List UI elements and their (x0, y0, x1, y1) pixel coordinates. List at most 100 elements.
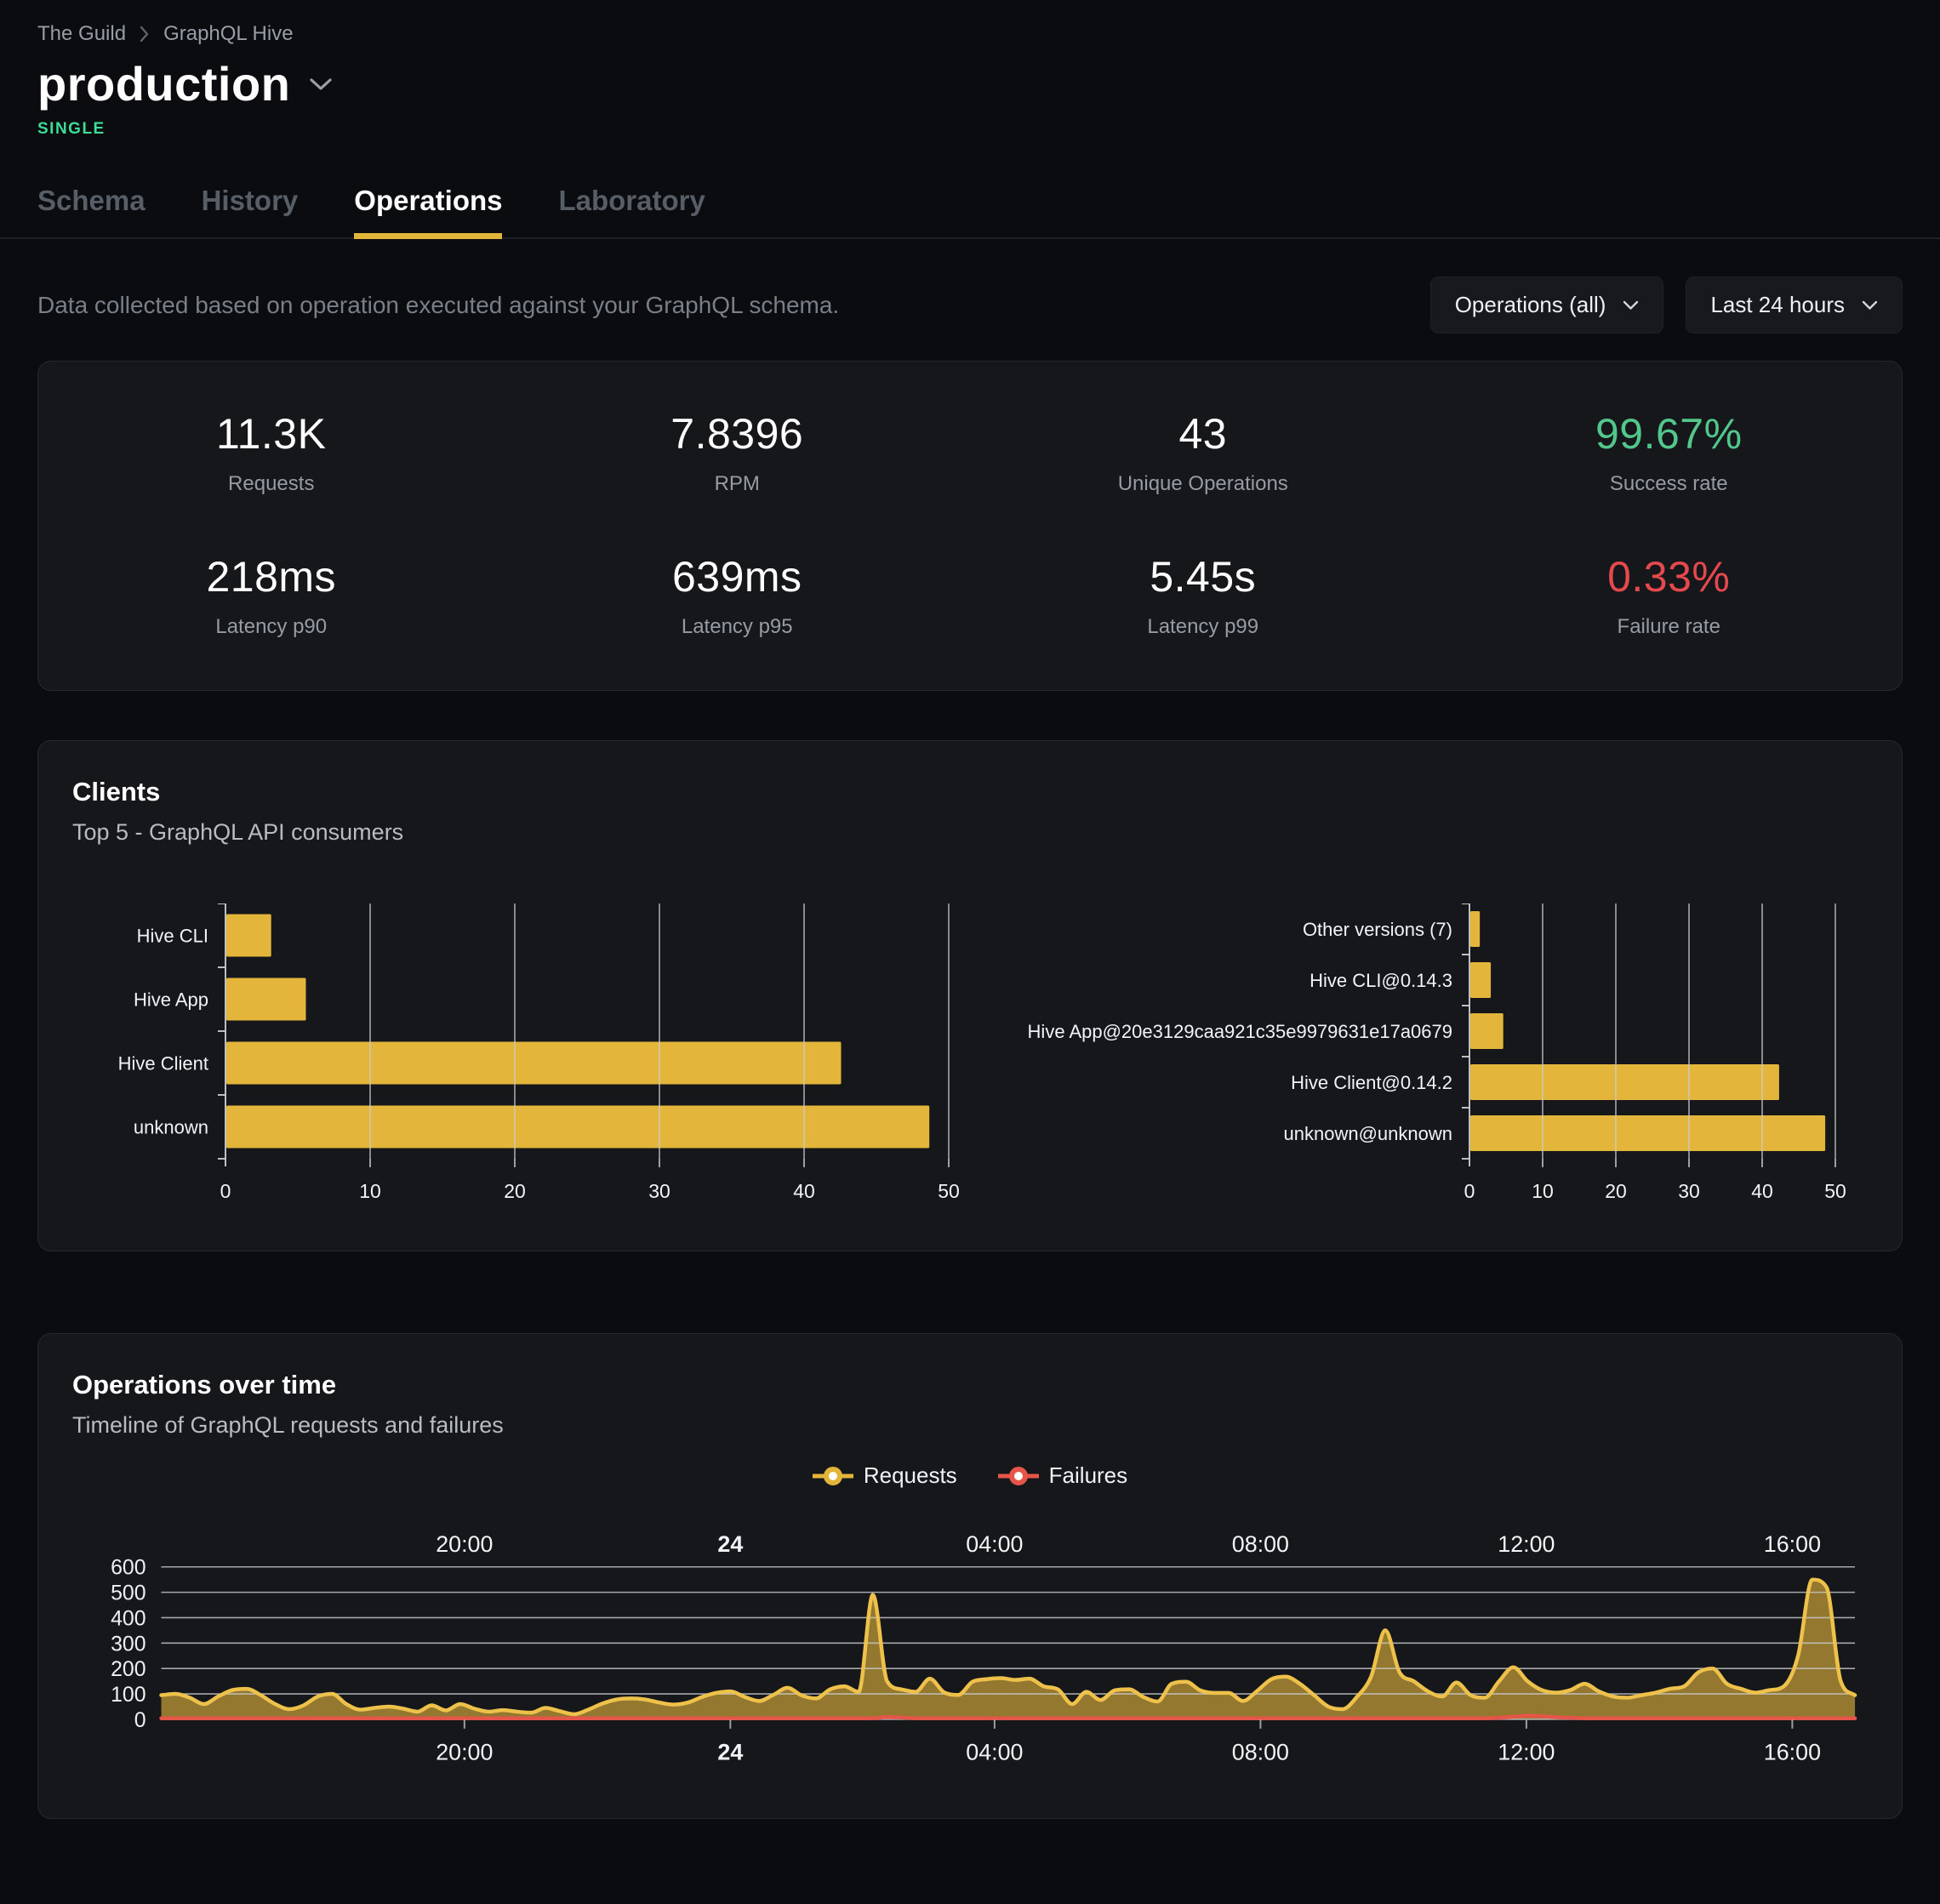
chevron-right-icon (140, 26, 150, 43)
x-tick-label: 30 (648, 1180, 670, 1202)
stat-value: 43 (1178, 410, 1228, 458)
timeline-legend: Requests Failures (72, 1462, 1868, 1489)
x-tick-label: 20 (504, 1180, 526, 1202)
y-tick-label: 0 (134, 1708, 146, 1732)
page-description: Data collected based on operation execut… (37, 291, 840, 318)
clients-by-name-chart[interactable]: 0 10 20 30 40 50 Hive CLI Hive App Hive Client un… (72, 904, 983, 1208)
stat-value: 11.3K (216, 410, 327, 458)
x-tick-label-bottom: 20:00 (436, 1740, 493, 1765)
failures-marker-icon (997, 1466, 1039, 1486)
stat-unique-operations: 43 Unique Operations (970, 409, 1436, 496)
tab-operations[interactable]: Operations (354, 185, 503, 239)
stat-value: 639ms (671, 553, 802, 601)
page-title: production (37, 57, 291, 111)
bar[interactable] (226, 978, 306, 1021)
y-tick-label: 400 (111, 1606, 146, 1630)
stat-value: 218ms (206, 553, 337, 601)
stat-requests: 11.3K Requests (38, 409, 505, 496)
category-label: Hive CLI (137, 926, 208, 947)
clients-by-version-chart[interactable]: 0 10 20 30 40 50 Other versions (7) Hive CLI@0.… (983, 904, 1868, 1208)
bar[interactable] (1470, 1064, 1779, 1100)
x-tick-label-bottom: 08:00 (1232, 1740, 1289, 1765)
breadcrumb: The Guild GraphQL Hive (37, 0, 1903, 46)
stat-failure-rate: 0.33% Failure rate (1436, 552, 1903, 639)
controls-row: Data collected based on operation execut… (37, 276, 1903, 333)
x-tick-label-top: 16:00 (1764, 1531, 1821, 1557)
stat-rpm: 7.8396 RPM (505, 409, 971, 496)
stat-label: Latency p90 (215, 615, 328, 638)
stat-label: RPM (714, 472, 760, 495)
bar[interactable] (226, 1105, 930, 1149)
stat-value: 99.67% (1595, 410, 1743, 458)
category-label: unknown (134, 1117, 208, 1138)
y-tick-label: 100 (111, 1683, 146, 1707)
tab-laboratory[interactable]: Laboratory (558, 185, 705, 216)
chevron-down-icon (1862, 300, 1878, 311)
breadcrumb-org[interactable]: The Guild (37, 22, 127, 45)
legend-label: Requests (863, 1462, 957, 1488)
tabs-bar: Schema History Operations Laboratory (0, 185, 1940, 239)
x-tick-label: 0 (220, 1180, 231, 1202)
bar[interactable] (1470, 1013, 1504, 1049)
x-tick-label: 40 (793, 1180, 815, 1202)
bar[interactable] (1470, 911, 1481, 947)
ops-title: Operations over time (72, 1370, 337, 1399)
x-tick-label: 40 (1751, 1180, 1773, 1202)
bar[interactable] (226, 914, 271, 957)
y-tick-label: 600 (111, 1556, 146, 1580)
operations-filter-value: Operations (all) (1454, 292, 1606, 317)
target-type-badge: SINGLE (37, 120, 106, 138)
stat-label: Latency p99 (1147, 615, 1259, 638)
legend-item-requests[interactable]: Requests (812, 1462, 957, 1489)
legend-label: Failures (1048, 1462, 1128, 1488)
stat-value: 5.45s (1150, 553, 1257, 601)
requests-marker-icon (812, 1466, 853, 1486)
tab-schema[interactable]: Schema (37, 185, 146, 216)
x-tick-label-bottom: 12:00 (1498, 1740, 1555, 1765)
stat-latency-p99: 5.45s Latency p99 (970, 552, 1436, 639)
category-label: Hive CLI@0.14.3 (1310, 970, 1452, 991)
breadcrumb-project[interactable]: GraphQL Hive (163, 22, 294, 45)
stat-value: 7.8396 (670, 410, 804, 458)
tab-history[interactable]: History (201, 185, 299, 216)
period-filter-value: Last 24 hours (1710, 292, 1845, 317)
x-tick-label-top: 08:00 (1232, 1531, 1289, 1557)
clients-title: Clients (72, 777, 161, 807)
category-label: unknown@unknown (1284, 1123, 1452, 1144)
chevron-down-icon (1623, 300, 1639, 311)
stat-latency-p95: 639ms Latency p95 (505, 552, 971, 639)
stat-label: Unique Operations (1117, 472, 1288, 495)
category-label: Other versions (7) (1303, 919, 1452, 940)
operations-dashboard: The Guild GraphQL Hive production SINGLE… (0, 0, 1940, 1819)
stat-label: Latency p95 (681, 615, 793, 638)
category-label: Hive App@20e3129caa921c35e9979631e17a067… (1028, 1021, 1452, 1042)
category-label: Hive App (134, 989, 208, 1011)
ops-subtitle: Timeline of GraphQL requests and failure… (72, 1412, 504, 1438)
x-tick-label-top: 12:00 (1498, 1531, 1555, 1557)
bar[interactable] (226, 1041, 842, 1085)
clients-subtitle: Top 5 - GraphQL API consumers (72, 819, 404, 845)
requests-area (161, 1579, 1856, 1719)
operations-filter-select[interactable]: Operations (all) (1429, 276, 1664, 333)
failures-line[interactable] (159, 1713, 1857, 1720)
period-filter-select[interactable]: Last 24 hours (1686, 276, 1903, 333)
chevron-down-icon[interactable] (309, 77, 333, 92)
bar[interactable] (1470, 962, 1492, 998)
legend-item-failures[interactable]: Failures (997, 1462, 1128, 1489)
title-row: production (37, 56, 1903, 111)
x-tick-label-top: 20:00 (436, 1531, 493, 1557)
clients-panel: Clients Top 5 - GraphQL API consumers 0 1… (37, 740, 1903, 1251)
stat-label: Failure rate (1617, 615, 1720, 638)
category-label: Hive Client@0.14.2 (1291, 1072, 1452, 1093)
x-tick-label: 20 (1605, 1180, 1627, 1202)
bar[interactable] (1470, 1115, 1826, 1151)
x-tick-label: 10 (1532, 1180, 1554, 1202)
requests-line[interactable] (159, 1577, 1857, 1717)
x-tick-label-top: 04:00 (966, 1531, 1023, 1557)
stat-latency-p90: 218ms Latency p90 (38, 552, 505, 639)
x-tick-label: 0 (1464, 1180, 1475, 1202)
x-tick-label-bottom: 16:00 (1764, 1740, 1821, 1765)
category-label: Hive Client (118, 1053, 208, 1075)
x-tick-label: 10 (359, 1180, 381, 1202)
